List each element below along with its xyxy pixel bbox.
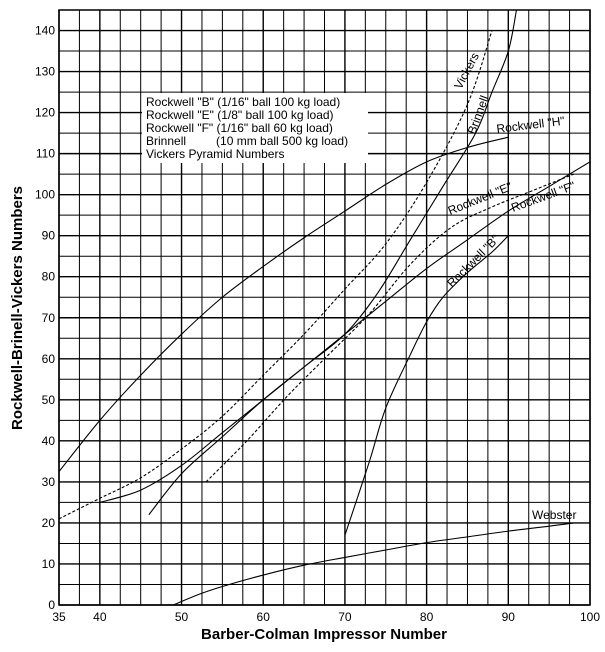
y-tick-label: 120 (35, 106, 55, 120)
label-vickers: Vickers (451, 50, 482, 91)
data-series (59, 10, 590, 605)
legend-entry-vickers: Vickers Pyramid Numbers (146, 147, 284, 161)
y-tick-label: 100 (35, 188, 55, 202)
y-tick-label: 60 (42, 352, 56, 366)
legend-entry-brinnell: Brinnell (10 mm ball 500 kg load) (146, 134, 348, 148)
y-tick-label: 70 (42, 311, 56, 325)
legend-entry-rockwell-f: Rockwell "F" (1/16" ball 60 kg load) (146, 121, 333, 135)
y-tick-label: 0 (48, 598, 55, 612)
x-tick-label: 60 (257, 610, 271, 624)
series-line-rockwell-h (59, 136, 509, 472)
y-tick-label: 50 (42, 393, 56, 407)
x-tick-label: 80 (420, 610, 434, 624)
legend-entry-rockwell-e: Rockwell "E" (1/8" ball 100 kg load) (146, 108, 334, 122)
y-tick-label: 130 (35, 65, 55, 79)
x-axis-title: Barber-Colman Impressor Number (201, 626, 447, 643)
series-line-brinnell (148, 10, 518, 516)
label-webster: Webster (532, 508, 576, 522)
series-line-rockwell-f (205, 173, 574, 483)
label-rockwell-f: Rockwell "F" (509, 179, 577, 215)
series-line-vickers (59, 30, 493, 520)
y-tick-label: 140 (35, 24, 55, 38)
axis-ticks: 35 40 50 60 70 80 90 100 0 10 20 30 40 50 60 70 80 90 100 1… (35, 24, 600, 624)
x-tick-label: 40 (93, 610, 107, 624)
y-tick-label: 10 (42, 557, 56, 571)
plot-frame (58, 9, 591, 606)
y-tick-label: 90 (42, 229, 56, 243)
y-tick-label: 40 (42, 434, 56, 448)
curve-labels: Rockwell "H" Rockwell "E" Rockwell "F" R… (444, 50, 577, 522)
y-tick-label: 110 (36, 147, 55, 161)
y-tick-label: 80 (42, 270, 56, 284)
y-tick-label: 30 (42, 475, 56, 489)
legend-box: Rockwell "B" (1/16" ball 100 kg load) Ro… (142, 93, 368, 163)
label-rockwell-b: Rockwell "B" (444, 232, 502, 290)
x-tick-label: 35 (52, 610, 66, 624)
y-tick-label: 20 (42, 516, 56, 530)
x-tick-label: 90 (502, 610, 516, 624)
legend-entry-rockwell-b: Rockwell "B" (1/16" ball 100 kg load) (146, 95, 340, 109)
x-tick-label: 50 (175, 610, 189, 624)
x-tick-label: 70 (338, 610, 352, 624)
x-tick-label: 100 (580, 610, 600, 624)
y-axis-title: Rockwell-Brinell-Vickers Numbers (9, 186, 26, 430)
series-line-rockwell-b (344, 235, 509, 536)
series-line-webster (173, 522, 574, 605)
